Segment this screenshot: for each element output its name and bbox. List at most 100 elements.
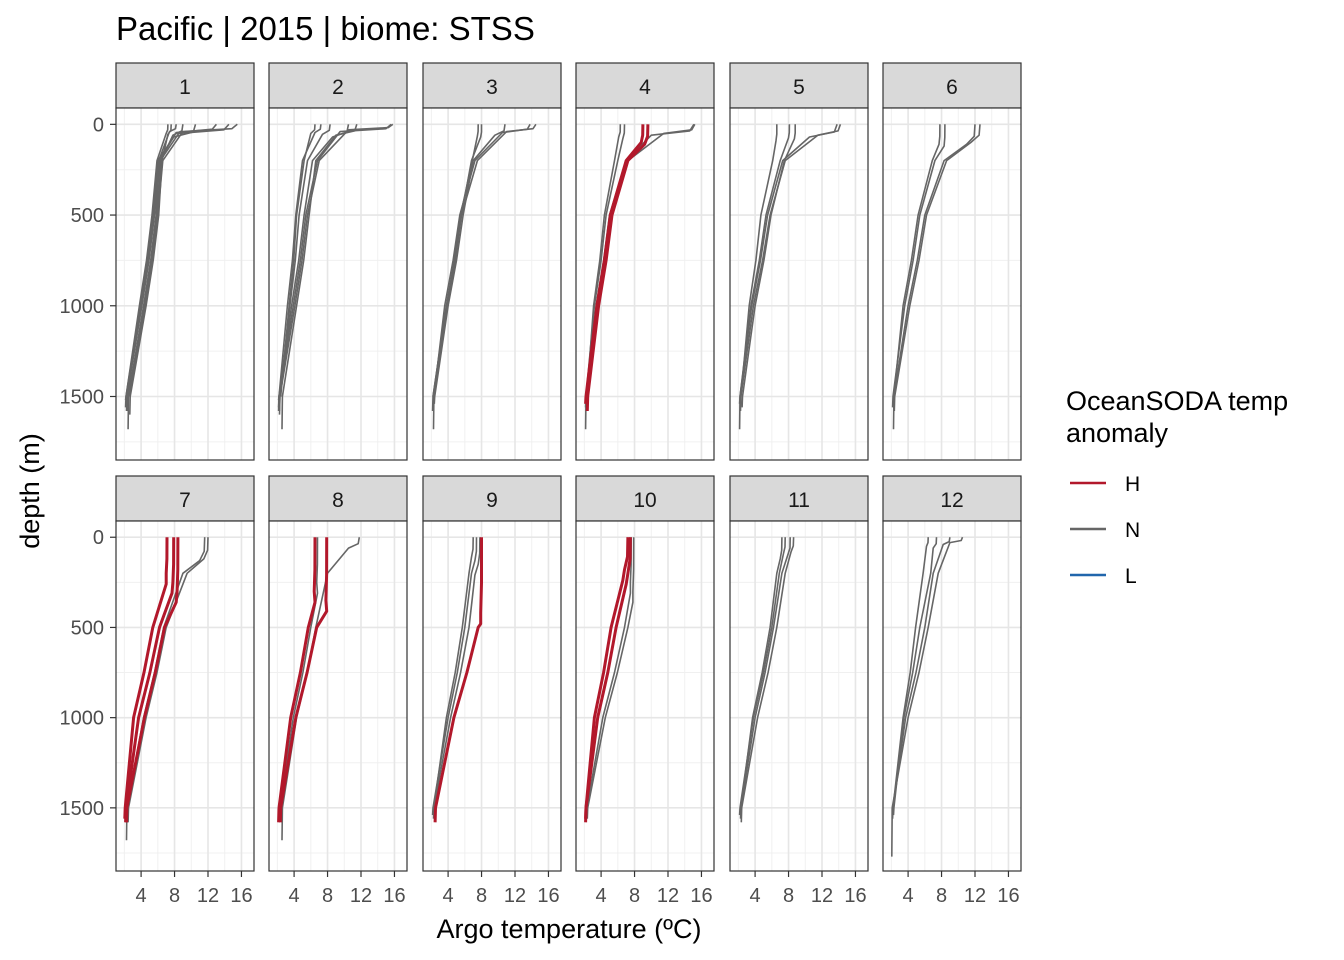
y-tick-label: 0 [93,527,104,549]
y-tick-label: 1000 [60,708,105,730]
legend: OceanSODA temp anomaly HNL [1066,386,1288,588]
y-tick-label: 1500 [60,386,105,408]
legend-keys: HNL [1070,473,1140,588]
profile-line [891,537,929,812]
profile-line [740,537,795,823]
profile-line [893,124,981,412]
x-tick-label: 4 [443,885,454,907]
facet-panel: 7 [115,475,255,872]
legend-title-line-1: OceanSODA temp [1066,386,1288,416]
facet-strip-label: 10 [633,489,656,512]
x-tick-label: 8 [322,885,333,907]
x-tick-label: 8 [936,885,947,907]
facet-strip [575,62,715,109]
y-tick-label: 1500 [60,798,105,820]
facet-panel: 6 [882,62,1022,461]
profile-line [585,124,650,412]
panel-background [730,108,868,460]
profile-line [278,537,329,823]
facet-panel: 9 [422,475,562,872]
x-tick-label: 16 [690,885,712,907]
facet-panel: 8 [268,475,408,872]
panel-border [882,520,1022,872]
panel-background [576,521,714,871]
facet-strip-label: 7 [179,489,191,512]
chart-title: Pacific | 2015 | biome: STSS [116,10,535,47]
panel-background [423,521,561,871]
facet-strip-label: 1 [179,76,191,99]
facet-panel: 12 [882,475,1022,872]
profile-line [584,124,645,404]
profile-line [892,124,941,404]
panel-background [269,521,407,871]
profile-line [586,537,635,819]
profile-line [125,124,177,404]
facet-strip-label: 11 [788,489,810,512]
y-axis-title: depth (m) [15,433,45,549]
profile-line [281,124,358,430]
x-tick-label: 16 [844,885,866,907]
panel-background [116,521,254,871]
x-tick-label: 16 [230,885,252,907]
facet-strip-label: 2 [332,76,344,99]
x-tick-label: 16 [537,885,559,907]
profile-line [739,537,791,819]
profile-line [279,124,316,397]
profile-line [741,124,797,408]
profile-line [584,537,630,819]
profile-line [127,537,209,823]
profile-line [432,537,481,819]
profile-line [433,537,474,809]
profile-line [129,124,172,415]
y-axes: 0 500 1000 1500 0 500 1000 1500 [60,114,116,820]
x-tick-label: 12 [811,885,833,907]
x-axis-title: Argo temperature (ºC) [437,914,702,944]
facet-strip [268,62,408,109]
facet-strip [268,475,408,522]
x-tick-label: 4 [903,885,914,907]
x-tick-label: 12 [504,885,526,907]
x-axis: 4 8 12 16 4 8 12 16 4 8 12 16 4 8 12 16 4 8 12 16 4 8 12 16 [136,871,1020,907]
facet-panel: 2 [268,62,408,461]
x-tick-label: 8 [783,885,794,907]
facet-panel: 1 [115,62,255,461]
facet-panel: 10 [575,475,715,872]
facet-strip [422,62,562,109]
facet-strip-label: 12 [940,489,963,512]
panel-border [882,107,1022,461]
facet-strip-label: 8 [332,489,344,512]
facet-panel: 11 [729,475,869,872]
profile-line [278,123,394,412]
facet-strip [422,475,562,522]
facet-strip-label: 3 [486,76,498,99]
x-tick-label: 12 [964,885,986,907]
facet-strip [115,62,255,109]
profile-line [124,537,176,823]
legend-item-label: L [1125,565,1137,588]
profile-line [739,537,783,812]
panel-border [422,107,562,461]
x-tick-label: 12 [350,885,372,907]
profile-line [586,124,622,397]
profile-line [125,537,180,823]
facet-strip [882,62,1022,109]
y-tick-label: 1000 [60,296,105,318]
facet-panel: 4 [575,62,715,461]
panel-border [115,107,255,461]
profile-line [128,124,184,397]
facet-strip [729,475,869,522]
profile-line [123,537,169,819]
profile-line [433,537,483,823]
facet-panel: 5 [729,62,869,461]
panel-background [883,108,1021,460]
panel-border [268,520,408,872]
panel-border [422,520,562,872]
x-tick-label: 4 [136,885,147,907]
facet-strip-label: 5 [793,76,805,99]
profile-line [740,124,778,397]
facet-strip-label: 6 [946,76,958,99]
x-tick-label: 4 [289,885,300,907]
panel-border [729,520,869,872]
profile-line [432,124,479,397]
